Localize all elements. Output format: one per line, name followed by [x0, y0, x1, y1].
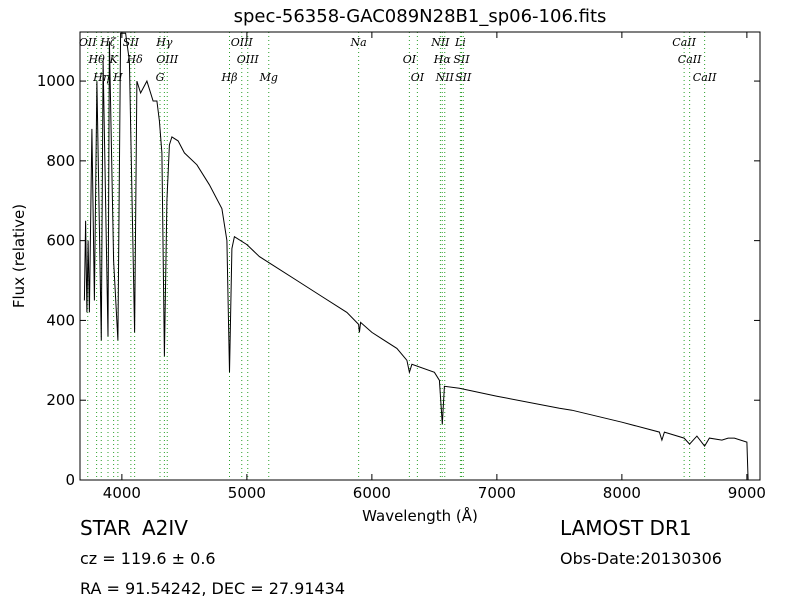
x-tick-label: 9000 — [728, 484, 766, 502]
spectral-line-label: SII — [453, 53, 470, 66]
class: STAR — [80, 516, 131, 540]
x-axis-label: Wavelength (Å) — [362, 506, 478, 525]
spectral-line-label: SII — [123, 36, 140, 49]
spectral-line-label: Hγ — [155, 36, 173, 49]
y-tick-label: 200 — [46, 391, 75, 409]
spectral-line-label: OIII — [156, 53, 179, 66]
spectral-line-label: H — [112, 71, 123, 84]
y-tick-label: 1000 — [37, 72, 75, 90]
y-tick-label: 600 — [46, 232, 75, 250]
spectral-line-label: OIII — [237, 53, 260, 66]
spectral-line-label: Hζ — [99, 36, 117, 49]
spectral-line-label: NII — [435, 71, 455, 84]
spectral-line-label: NII — [430, 36, 450, 49]
y-axis-label: Flux (relative) — [10, 204, 28, 308]
spectral-line-label: Hθ — [88, 53, 106, 66]
spectral-line-label: OI — [403, 53, 417, 66]
spectral-line-label: G — [156, 71, 165, 84]
spectral-line-label: CaII — [672, 36, 696, 49]
spectral-line-label: Mg — [259, 71, 278, 84]
chart-title: spec-56358-GAC089N28B1_sp06-106.fits — [234, 6, 607, 27]
y-tick-label: 400 — [46, 311, 75, 329]
spectral-line-label: OII — [79, 36, 97, 49]
redshift: cz = 119.6 ± 0.6 — [80, 549, 216, 568]
y-tick-label: 0 — [65, 471, 75, 489]
plot-frame — [79, 31, 761, 481]
survey: LAMOST DR1 — [560, 516, 692, 540]
subclass: A2IV — [142, 516, 188, 540]
spectral-line-label: K — [109, 53, 119, 66]
spectral-line-label: Na — [350, 36, 367, 49]
coordinates: RA = 91.54242, DEC = 27.91434 — [80, 579, 345, 598]
x-tick-label: 5000 — [228, 484, 266, 502]
obs-date: Obs-Date:20130306 — [560, 549, 722, 568]
spectral-line-label: Li — [454, 36, 466, 49]
spectral-line-label: CaII — [693, 71, 717, 84]
spectral-line-label: CaII — [678, 53, 702, 66]
spectral-line-label: Hη — [92, 71, 110, 84]
spectral-line-label: OIII — [231, 36, 254, 49]
x-tick-label: 6000 — [353, 484, 391, 502]
spectral-line-label: Hβ — [221, 71, 238, 84]
spectral-line-label: OI — [411, 71, 425, 84]
x-tick-label: 8000 — [603, 484, 641, 502]
x-tick-label: 7000 — [478, 484, 516, 502]
spectral-line-label: SII — [455, 71, 472, 84]
x-tick-label: 4000 — [103, 484, 141, 502]
spectral-line-label: Hα — [433, 53, 452, 66]
y-tick-label: 800 — [46, 152, 75, 170]
spectrum — [83, 32, 749, 481]
